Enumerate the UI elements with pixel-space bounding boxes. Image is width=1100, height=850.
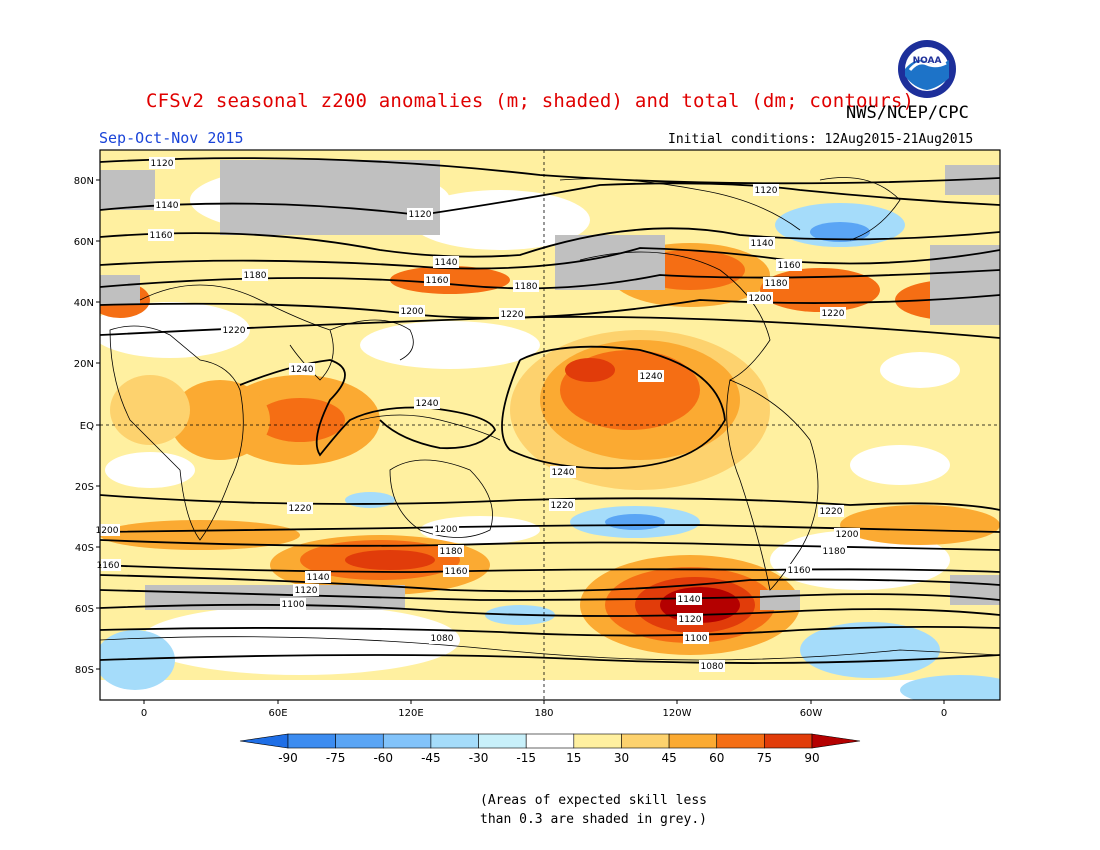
contour-label: 1220 [820, 507, 843, 517]
colorbar-swatch [621, 733, 670, 749]
colorbar-swatch [335, 733, 384, 749]
lat-label: 80S [75, 665, 94, 676]
lon-label: 120E [398, 708, 423, 719]
latitude-axis: 80N 60N 40N 20N EQ 20S 40S 60S 80S [74, 176, 100, 676]
colorbar-label: 30 [614, 751, 629, 765]
lat-label: 40S [75, 543, 94, 554]
contour-label: 1220 [501, 310, 524, 320]
colorbar-swatch [430, 733, 479, 749]
contour-label: 1140 [307, 573, 330, 583]
lat-label: 40N [74, 298, 94, 309]
colorbar: -90 -75 -60 -45 -30 -15 15 30 45 60 75 90 [239, 733, 861, 765]
contour-label: 1200 [401, 307, 424, 317]
contour-label: 1120 [679, 615, 702, 625]
colorbar-label: 15 [566, 751, 581, 765]
lat-label: 60N [74, 237, 94, 248]
contour-label: 1080 [431, 634, 454, 644]
lat-label: EQ [80, 421, 94, 432]
lat-label: 60S [75, 604, 94, 615]
contour-label: 1180 [823, 547, 846, 557]
lon-label: 0 [141, 708, 147, 719]
colorbar-swatch [478, 733, 527, 749]
colorbar-label: -15 [516, 751, 536, 765]
colorbar-swatch [716, 733, 765, 749]
contour-labels: 1120 1120 1120 1140 1140 1140 1160 1160 … [96, 157, 860, 672]
lon-label: 180 [534, 708, 553, 719]
lon-label: 60W [800, 708, 823, 719]
longitude-axis: 0 60E 120E 180 120W 60W 0 [141, 700, 947, 719]
colorbar-label: -60 [373, 751, 393, 765]
colorbar-swatch [382, 733, 432, 749]
contour-label: 1160 [150, 231, 173, 241]
contour-label: 1160 [778, 261, 801, 271]
colorbar-swatch [573, 733, 622, 749]
contour-label: 1240 [416, 399, 439, 409]
contour-label: 1160 [97, 561, 120, 571]
contour-label: 1160 [788, 566, 811, 576]
contour-label: 1120 [755, 186, 778, 196]
contour-label: 1200 [435, 525, 458, 535]
noaa-logo: NOAA [898, 40, 956, 98]
skill-note-line1: (Areas of expected skill less [480, 793, 707, 808]
contour-label: 1200 [836, 530, 859, 540]
contour-label: 1200 [749, 294, 772, 304]
contour-label: 1120 [295, 586, 318, 596]
contour-label: 1220 [289, 504, 312, 514]
contour-label: 1220 [223, 326, 246, 336]
colorbar-label: -45 [421, 751, 441, 765]
colorbar-label: -75 [326, 751, 346, 765]
colorbar-swatch [525, 733, 575, 749]
lon-label: 60E [268, 708, 287, 719]
contour-label: 1120 [151, 159, 174, 169]
colorbar-min-arrow [239, 733, 289, 749]
lon-label: 0 [941, 708, 947, 719]
agency-label: NWS/NCEP/CPC [846, 103, 969, 123]
colorbar-label: -90 [278, 751, 298, 765]
colorbar-max-arrow [811, 733, 861, 749]
colorbar-label: 90 [804, 751, 819, 765]
contour-label: 1200 [96, 526, 119, 536]
contour-label: 1220 [822, 309, 845, 319]
lat-label: 20S [75, 482, 94, 493]
noaa-logo-text: NOAA [913, 56, 942, 66]
skill-note-line2: than 0.3 are shaded in grey.) [480, 812, 707, 827]
contour-label: 1140 [751, 239, 774, 249]
contour-label: 1140 [156, 201, 179, 211]
contour-label: 1240 [640, 372, 663, 382]
contour-label: 1180 [440, 547, 463, 557]
map-title: CFSv2 seasonal z200 anomalies (m; shaded… [146, 90, 915, 112]
contour-label: 1100 [685, 634, 708, 644]
initial-conditions-label: Initial conditions: 12Aug2015-21Aug2015 [668, 132, 974, 147]
skill-note: (Areas of expected skill less than 0.3 a… [480, 791, 707, 829]
contour-label: 1180 [765, 279, 788, 289]
colorbar-label: -30 [469, 751, 489, 765]
contour-label: 1100 [282, 600, 305, 610]
lat-label: 80N [74, 176, 94, 187]
contour-label: 1180 [244, 271, 267, 281]
contour-label: 1220 [551, 501, 574, 511]
colorbar-label: 75 [757, 751, 772, 765]
contour-label: 1160 [426, 276, 449, 286]
contour-label: 1160 [445, 567, 468, 577]
colorbar-swatch [764, 733, 813, 749]
colorbar-label: 60 [709, 751, 724, 765]
contour-label: 1120 [409, 210, 432, 220]
colorbar-label: 45 [661, 751, 676, 765]
contour-label: 1140 [678, 595, 701, 605]
lon-label: 120W [663, 708, 692, 719]
contour-label: 1180 [515, 282, 538, 292]
lat-label: 20N [74, 359, 94, 370]
contour-label: 1080 [701, 662, 724, 672]
contour-label: 1240 [552, 468, 575, 478]
colorbar-swatch [668, 733, 718, 749]
season-label: Sep-Oct-Nov 2015 [99, 129, 244, 147]
colorbar-swatch [287, 733, 336, 749]
contour-label: 1240 [291, 365, 314, 375]
contour-label: 1140 [435, 258, 458, 268]
